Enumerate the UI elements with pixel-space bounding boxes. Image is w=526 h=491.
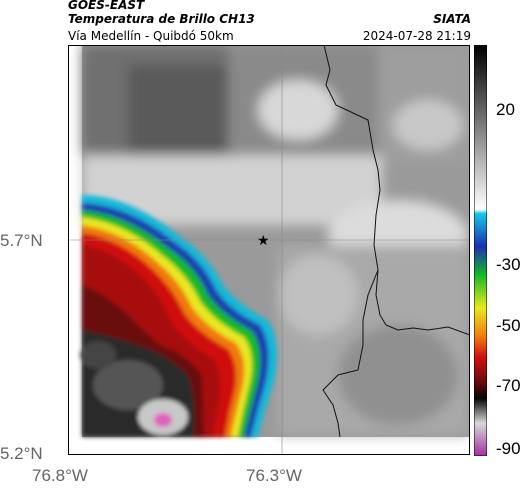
colorbar-tick-label: -30 — [496, 255, 521, 274]
colorbar-tick-label: -90 — [496, 439, 521, 458]
colorbar-tick-label: -50 — [496, 316, 521, 335]
x-tick-label: 76.3°W — [246, 466, 302, 485]
star-icon: ★ — [257, 233, 270, 249]
brightness-temperature-map: ★ — [68, 45, 470, 455]
org-label: SIATA — [433, 12, 471, 26]
product-title: Temperatura de Brillo CH13 — [68, 12, 255, 26]
datetime-label: 2024-07-28 21:19 — [362, 29, 471, 43]
temperature-colorbar — [474, 45, 487, 456]
y-tick-label: 5.7°N — [0, 231, 43, 250]
y-tick-label: 5.2°N — [0, 444, 43, 463]
satellite-name: GOES-EAST — [68, 0, 145, 12]
location-label: Vía Medellín - Quibdó 50km — [68, 29, 234, 43]
colorbar-tick-label: 20 — [496, 100, 515, 119]
x-tick-label: 76.8°W — [32, 466, 88, 485]
colorbar-tick-label: -70 — [496, 376, 521, 395]
